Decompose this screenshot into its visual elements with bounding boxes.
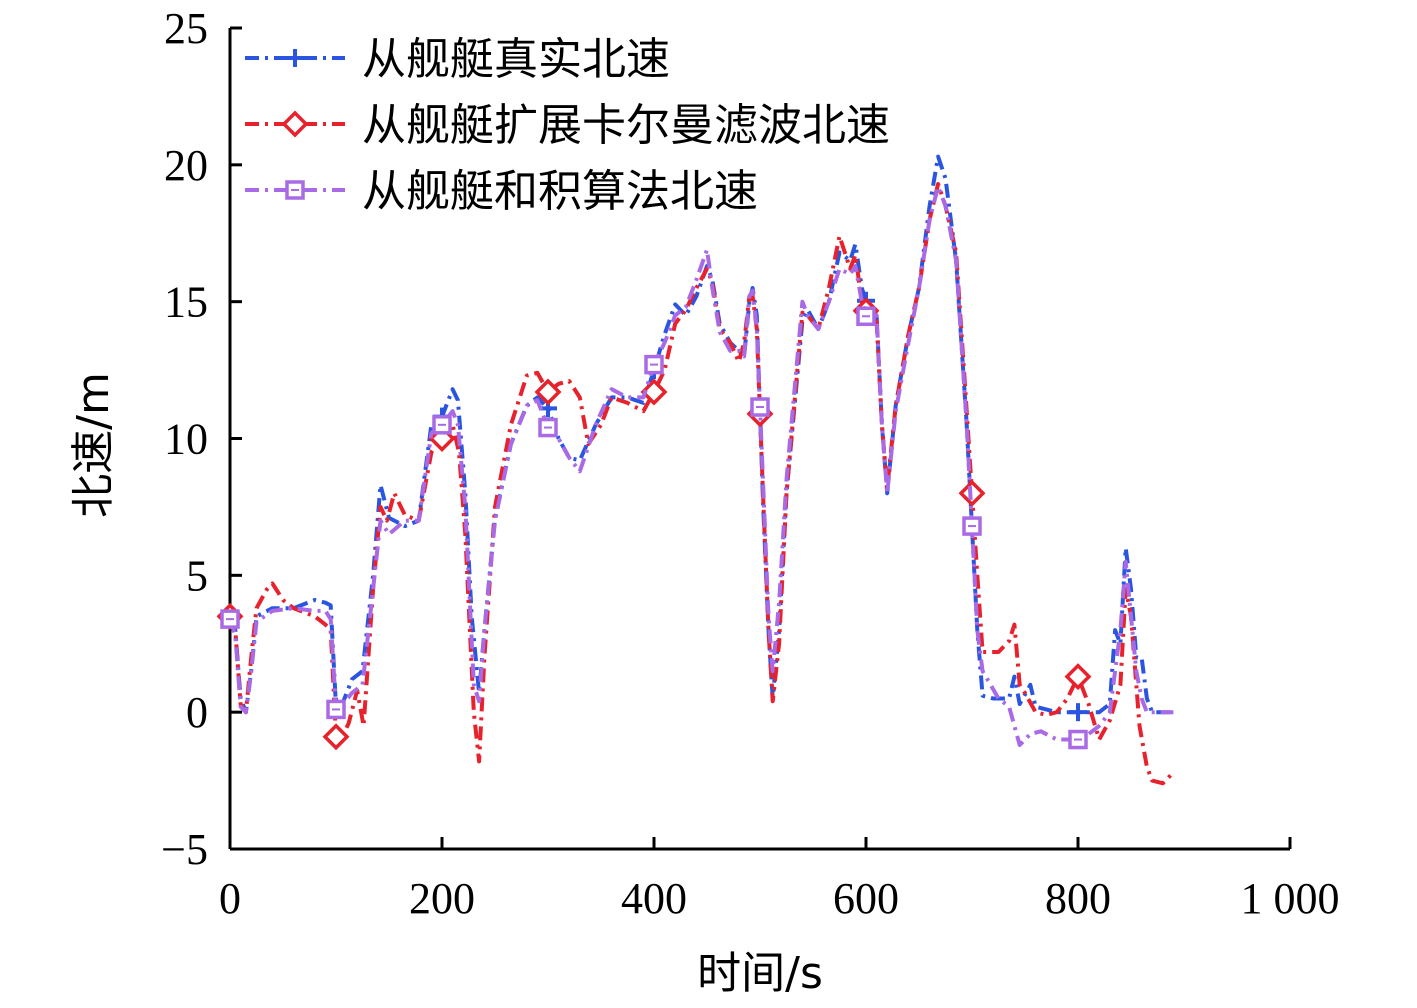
- x-tick-label: 200: [409, 874, 475, 923]
- y-tick-label: 25: [164, 4, 208, 53]
- series-marker: [285, 180, 305, 200]
- y-axis-ticks: −5 0 5 10 15 20 25: [161, 4, 242, 874]
- series-marker: [220, 609, 240, 629]
- series-marker: [640, 378, 668, 406]
- y-axis-title: 北速/m: [68, 372, 119, 518]
- series-marker: [432, 415, 452, 435]
- legend-item: 从舰艇和积算法北速: [245, 166, 758, 217]
- series-marker: [644, 354, 664, 375]
- series-line: [228, 154, 1174, 715]
- series-1: [221, 154, 1174, 722]
- series-marker: [1068, 729, 1088, 750]
- x-axis-ticks: 0 200 400 600 800 1 000: [219, 837, 1340, 923]
- series-marker: [750, 397, 770, 417]
- legend-item: 从舰艇真实北速: [245, 34, 670, 85]
- legend-label: 从舰艇真实北速: [362, 34, 670, 85]
- x-tick-label: 800: [1045, 874, 1111, 923]
- series-3: [220, 184, 1174, 750]
- x-tick-label: 1 000: [1241, 874, 1340, 923]
- y-tick-label: 10: [164, 415, 208, 464]
- series-layer: [216, 154, 1175, 786]
- series-marker: [856, 306, 876, 327]
- y-tick-label: 5: [186, 551, 208, 600]
- series-marker: [534, 378, 562, 406]
- series-marker: [326, 699, 346, 720]
- y-tick-label: 15: [164, 278, 208, 327]
- series-marker: [962, 516, 982, 536]
- legend-item: 从舰艇扩展卡尔曼滤波北速: [245, 100, 890, 151]
- series-2: [216, 182, 1175, 786]
- y-tick-label: 0: [186, 688, 208, 737]
- legend-label: 从舰艇和积算法北速: [362, 166, 758, 217]
- x-axis-title: 时间/s: [697, 948, 823, 999]
- series-marker: [1069, 703, 1087, 722]
- y-tick-label: −5: [161, 825, 208, 874]
- series-marker: [1064, 663, 1092, 691]
- series-line: [228, 184, 1174, 747]
- x-tick-label: 400: [621, 874, 687, 923]
- x-tick-label: 600: [833, 874, 899, 923]
- series-marker: [281, 110, 309, 138]
- series-marker: [286, 49, 304, 67]
- y-tick-label: 20: [164, 141, 208, 190]
- legend-label: 从舰艇扩展卡尔曼滤波北速: [362, 100, 890, 151]
- series-marker: [322, 723, 350, 751]
- series-marker: [538, 417, 558, 438]
- x-tick-label: 0: [219, 874, 241, 923]
